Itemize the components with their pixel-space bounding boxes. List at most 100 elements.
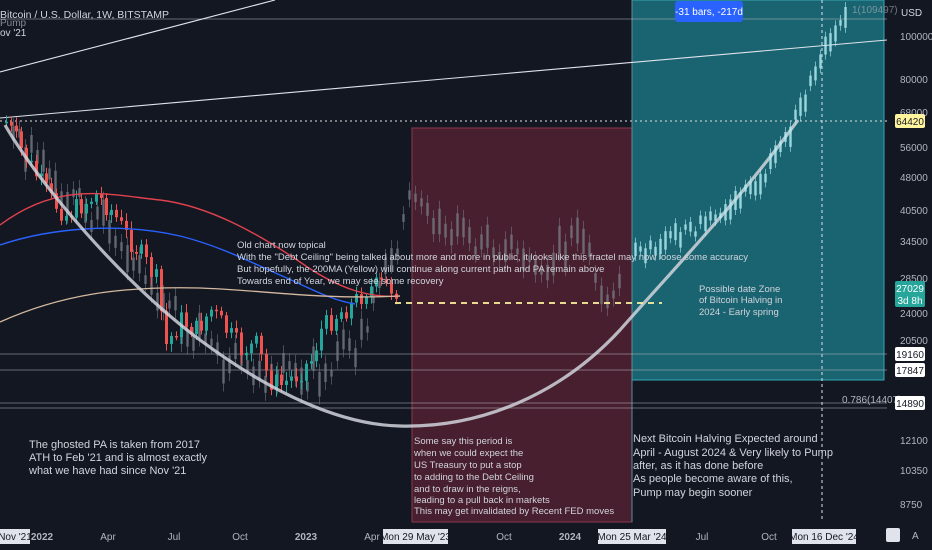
- measure-badge[interactable]: -31 bars, -217d: [675, 1, 743, 22]
- halving-zone-line-3: 2024 - Early spring: [699, 307, 779, 318]
- forecast-candle-body: [699, 215, 702, 225]
- forecast-candle-body: [679, 232, 682, 248]
- candle-body: [150, 257, 153, 277]
- ghost-candle-body: [174, 296, 177, 311]
- currency-label: USD: [901, 8, 922, 19]
- price-tick-label: 80000: [900, 75, 928, 86]
- ghost-candle-body: [498, 251, 501, 261]
- candle-body: [75, 199, 78, 218]
- price-tick-label: 68000: [900, 108, 928, 119]
- ghost-candle-body: [534, 259, 537, 275]
- forecast-candle-body: [684, 224, 687, 230]
- ghosted-line-1: The ghosted PA is taken from 2017: [29, 439, 200, 451]
- ghost-candle-body: [426, 202, 429, 216]
- time-highlight-bg: [598, 529, 666, 544]
- forecast-candle-body: [764, 173, 767, 183]
- ghost-candle-body: [294, 363, 297, 379]
- candle-body: [100, 193, 103, 199]
- ghost-candle-body: [78, 188, 81, 197]
- forecast-candle-body: [794, 109, 797, 120]
- candle-body: [140, 244, 143, 254]
- candle-body: [220, 310, 223, 316]
- time-tick-label: Oct: [232, 532, 248, 543]
- candle-body: [275, 374, 278, 390]
- ghost-candle-body: [54, 170, 57, 197]
- sub-text: ov '21: [0, 28, 27, 39]
- time-axis-end-marker[interactable]: [886, 528, 900, 542]
- candle-body: [285, 380, 288, 385]
- ghost-candle-body: [204, 333, 207, 346]
- ghost-candle-body: [234, 342, 237, 360]
- candle-body: [270, 370, 273, 390]
- ghost-candle-body: [42, 149, 45, 172]
- forecast-candle-body: [844, 7, 847, 28]
- ghost-candle-body: [324, 363, 327, 383]
- candle-body: [90, 201, 93, 204]
- candle-body: [20, 131, 23, 149]
- fib-label-bottom: 0.786(14407): [842, 395, 902, 406]
- measure-badge-label: -31 bars, -217d: [675, 7, 743, 18]
- symbol-title[interactable]: Bitcoin / U.S. Dollar, 1W, BITSTAMP: [0, 9, 169, 21]
- forecast-candle-body: [739, 192, 742, 209]
- candle-body: [385, 279, 388, 283]
- time-tick-label: Jul: [168, 532, 181, 543]
- candle-body: [35, 160, 38, 177]
- ghost-candle-body: [216, 342, 219, 356]
- candle-body: [55, 193, 58, 209]
- ghost-candle-body: [462, 217, 465, 238]
- ghost-candle-body: [594, 273, 597, 283]
- ghost-candle-body: [588, 242, 591, 258]
- candle-body: [50, 183, 53, 194]
- candle-body: [375, 277, 378, 287]
- ghost-candle-body: [312, 346, 315, 371]
- ghost-candle-body: [474, 246, 477, 255]
- forecast-candle-body: [669, 231, 672, 239]
- candle-body: [235, 328, 238, 333]
- ghost-candle-body: [438, 208, 441, 235]
- ghost-candle-body: [156, 292, 159, 311]
- ghost-candle-body: [66, 191, 69, 216]
- ghost-candle-body: [192, 335, 195, 351]
- ghost-candle-body: [336, 341, 339, 361]
- time-tick-label: Jul: [696, 532, 709, 543]
- forecast-candle-body: [754, 181, 757, 196]
- ghost-candle-body: [102, 199, 105, 226]
- candle-body: [155, 269, 158, 277]
- candle-body: [330, 315, 333, 331]
- ghost-candle-body: [600, 285, 603, 305]
- annotation-ghosted: The ghosted PA is taken from 2017 ATH to…: [28, 439, 207, 477]
- candle-body: [25, 148, 28, 162]
- forecast-candle-body: [804, 94, 807, 112]
- candle-body: [295, 376, 298, 382]
- ma-blue-line: [0, 227, 356, 305]
- ghost-candle-body: [372, 294, 375, 304]
- price-tick-label: 24000: [900, 309, 928, 320]
- topical-line-1: Old chart now topical: [237, 240, 326, 251]
- candle-body: [135, 251, 138, 254]
- forecast-candle-body: [644, 248, 647, 264]
- price-tag-bg: [895, 114, 925, 128]
- forecast-candle-body: [664, 231, 667, 250]
- ghost-candle-body: [504, 239, 507, 262]
- time-tick-label: Oct: [496, 532, 512, 543]
- price-tag-bg: [895, 281, 925, 307]
- ma-200-line: [0, 287, 401, 323]
- candle-body: [365, 297, 368, 304]
- price-tag-label: 27029: [896, 284, 924, 295]
- ghost-candle-body: [570, 225, 573, 239]
- ghost-candle-body: [414, 193, 417, 203]
- forecast-candle-body: [829, 33, 832, 52]
- auto-scale-button[interactable]: A: [912, 531, 919, 542]
- forecast-candle-body: [634, 242, 637, 256]
- ghost-candle-body: [198, 312, 201, 339]
- price-tick-label: 28500: [900, 274, 928, 285]
- candle-body: [115, 209, 118, 218]
- ghost-candle-body: [60, 191, 63, 206]
- candle-body: [210, 309, 213, 317]
- forecast-candle-body: [724, 204, 727, 221]
- forecast-candle-body: [824, 36, 827, 55]
- ghosted-line-3: what we have had since Nov '21: [28, 465, 186, 477]
- ghost-candle-body: [72, 189, 75, 198]
- candle-body: [390, 282, 393, 294]
